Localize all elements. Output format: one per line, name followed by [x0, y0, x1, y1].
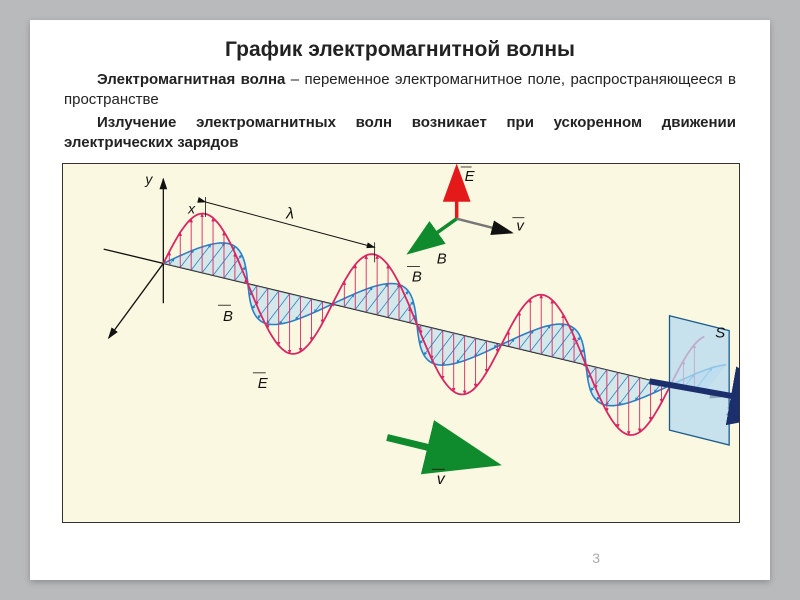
page-title: График электромагнитной волны — [62, 38, 738, 62]
svg-text:E: E — [465, 169, 476, 185]
em-wave-diagram: zyxλBEBvEBvSl — [62, 163, 740, 523]
svg-text:E: E — [258, 376, 269, 392]
svg-text:y: y — [144, 171, 153, 187]
term-em-wave: Электромагнитная волна — [97, 71, 285, 88]
paragraph-definition: Электромагнитная волна – переменное элек… — [64, 70, 736, 111]
svg-text:B: B — [412, 269, 422, 285]
slide: График электромагнитной волны Электромаг… — [30, 20, 770, 580]
svg-text:B: B — [223, 309, 233, 325]
svg-text:v: v — [437, 471, 446, 488]
svg-text:B: B — [437, 251, 447, 267]
paragraph-radiation: Излучение электромагнитных волн возникае… — [64, 113, 736, 154]
svg-text:v: v — [516, 219, 525, 235]
svg-text:λ: λ — [285, 206, 294, 223]
page-number: 3 — [592, 550, 600, 566]
svg-text:x: x — [187, 201, 196, 217]
svg-text:S: S — [715, 326, 725, 342]
